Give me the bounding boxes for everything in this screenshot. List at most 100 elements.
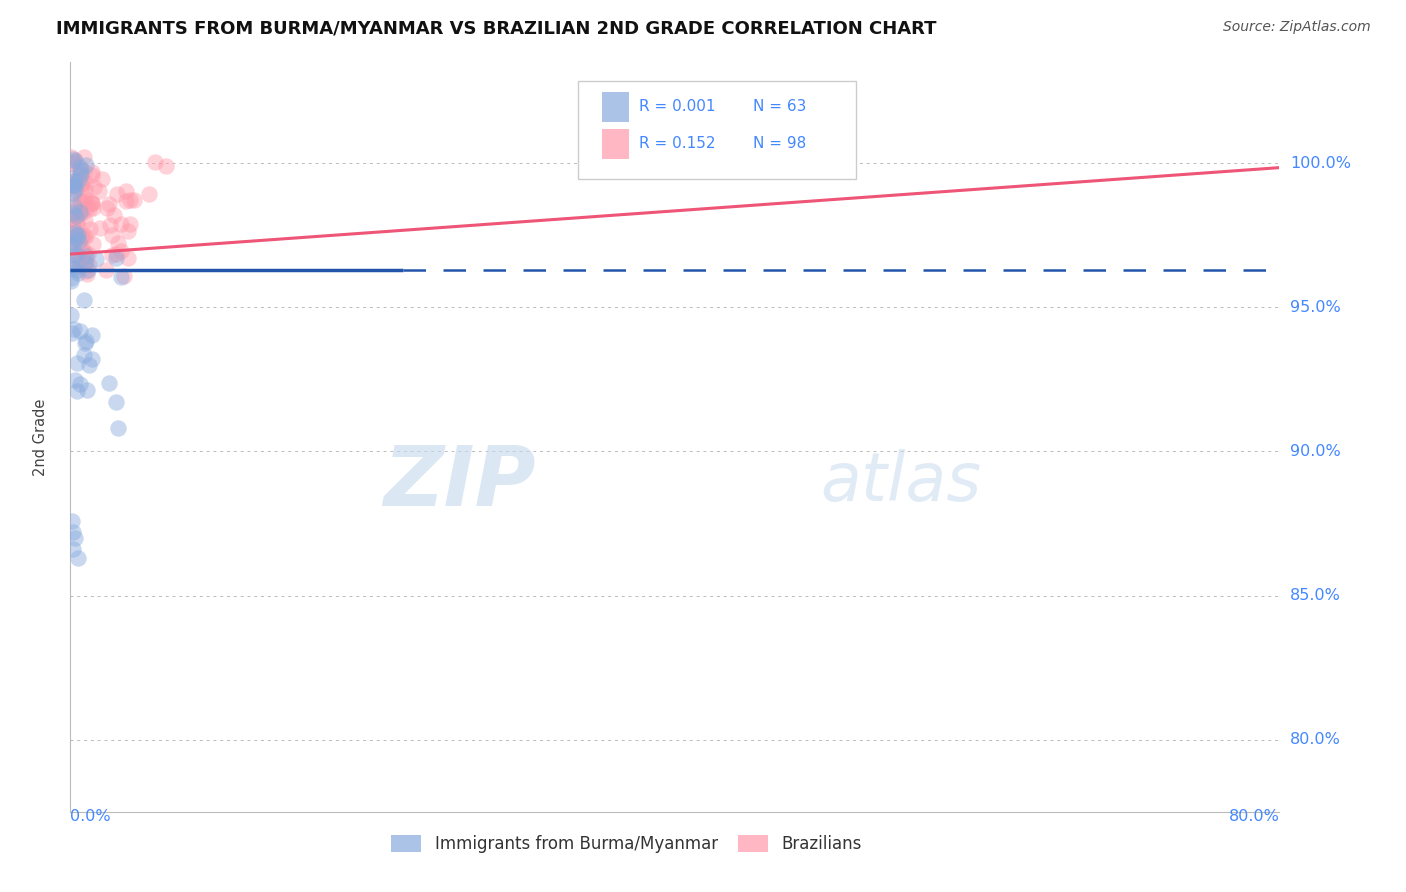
Point <box>59 274 82 288</box>
Point <box>76 262 98 277</box>
Point <box>59 237 82 252</box>
Point <box>83 180 105 194</box>
Point <box>75 334 97 348</box>
Point <box>75 255 97 269</box>
Legend: Immigrants from Burma/Myanmar, Brazilians: Immigrants from Burma/Myanmar, Brazilian… <box>385 828 869 860</box>
Point <box>66 551 89 566</box>
Point <box>124 193 146 207</box>
Point <box>63 208 86 222</box>
Point <box>103 208 125 222</box>
Point <box>87 184 110 198</box>
Point <box>63 244 86 258</box>
Point <box>75 176 97 190</box>
Point <box>75 193 97 207</box>
Point <box>67 228 90 243</box>
Point <box>62 525 84 540</box>
Text: 0.0%: 0.0% <box>70 809 111 824</box>
Point <box>69 242 91 256</box>
Text: atlas: atlas <box>820 449 981 515</box>
Point <box>63 153 86 168</box>
Point <box>69 163 91 178</box>
Point <box>80 165 103 179</box>
Point <box>114 184 136 198</box>
Point <box>69 168 91 182</box>
Point <box>70 206 93 220</box>
Point <box>66 230 89 244</box>
Point <box>588 162 610 177</box>
Point <box>75 246 97 260</box>
Point <box>62 212 84 227</box>
Text: 100.0%: 100.0% <box>1291 156 1351 170</box>
Point <box>145 155 167 169</box>
Point <box>66 356 89 370</box>
Point <box>67 204 90 219</box>
Point <box>69 377 91 392</box>
Point <box>97 197 120 211</box>
Point <box>62 178 84 193</box>
Point <box>65 230 87 244</box>
Point <box>63 230 86 244</box>
Text: 85.0%: 85.0% <box>1291 588 1341 603</box>
Point <box>65 384 87 398</box>
Point <box>76 200 98 214</box>
Point <box>69 194 91 209</box>
Point <box>67 173 90 187</box>
Point <box>80 196 103 211</box>
Point <box>65 210 87 224</box>
Point <box>117 223 139 237</box>
Point <box>118 217 141 231</box>
Point <box>65 255 87 269</box>
Point <box>101 228 124 243</box>
Point <box>112 269 135 284</box>
Point <box>82 195 104 210</box>
Point <box>70 177 93 191</box>
Point <box>96 202 118 216</box>
Point <box>110 270 132 285</box>
FancyBboxPatch shape <box>578 81 856 178</box>
Point <box>73 293 96 308</box>
Point <box>70 167 93 181</box>
Text: ZIP: ZIP <box>384 442 536 523</box>
Point <box>63 178 86 192</box>
Point <box>77 202 100 216</box>
Point <box>104 251 127 265</box>
Point <box>90 172 112 186</box>
Point <box>82 169 104 183</box>
Point <box>105 187 128 202</box>
Point <box>62 206 84 220</box>
Point <box>80 327 103 342</box>
Point <box>94 262 117 277</box>
Point <box>66 180 89 194</box>
Point <box>73 163 96 178</box>
Text: N = 98: N = 98 <box>754 136 807 152</box>
Point <box>73 183 96 197</box>
Text: 80.0%: 80.0% <box>1229 809 1279 824</box>
Point <box>62 152 84 166</box>
Point <box>70 230 93 244</box>
Point <box>76 383 98 397</box>
Point <box>115 194 138 208</box>
Point <box>60 326 83 340</box>
Point <box>60 271 83 285</box>
Point <box>77 247 100 261</box>
Point <box>70 229 93 244</box>
Point <box>62 199 84 213</box>
Point <box>75 264 97 278</box>
Point <box>110 244 132 258</box>
Point <box>76 267 98 281</box>
Point <box>69 324 91 338</box>
Point <box>105 247 128 261</box>
Text: Source: ZipAtlas.com: Source: ZipAtlas.com <box>1223 20 1371 34</box>
Point <box>98 376 121 390</box>
Point <box>65 209 87 223</box>
Text: 90.0%: 90.0% <box>1291 444 1341 459</box>
FancyBboxPatch shape <box>602 128 628 159</box>
Point <box>98 219 121 233</box>
Point <box>62 204 84 219</box>
Point <box>60 235 83 250</box>
Point <box>62 195 84 210</box>
Point <box>62 542 84 557</box>
Point <box>63 174 86 188</box>
Point <box>66 215 89 229</box>
Point <box>69 260 91 274</box>
